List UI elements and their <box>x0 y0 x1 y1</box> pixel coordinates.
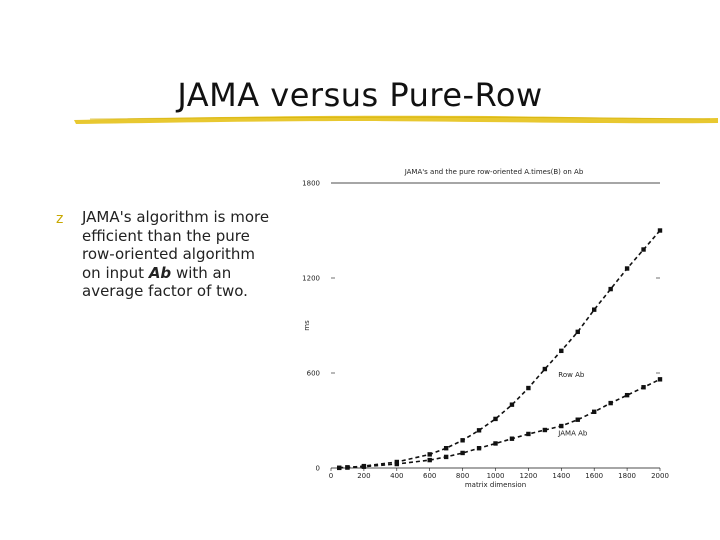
data-point <box>592 307 597 312</box>
data-point <box>427 452 432 457</box>
data-point <box>657 377 663 382</box>
data-point <box>526 431 531 437</box>
data-point <box>345 465 350 470</box>
data-point <box>509 402 515 407</box>
y-tick-label: 1800 <box>302 180 320 188</box>
bullet-text-after: with an average factor of two. <box>82 263 248 301</box>
data-point <box>542 427 548 433</box>
data-point <box>608 400 613 406</box>
x-tick-label: 1200 <box>519 472 537 480</box>
slide-title: JAMA versus Pure-Row <box>177 76 543 114</box>
data-point <box>427 457 432 463</box>
data-point <box>542 366 548 372</box>
y-tick-label: 1200 <box>302 275 320 283</box>
series-label: JAMA Ab <box>557 430 588 438</box>
data-point <box>575 329 580 335</box>
x-tick-label: 200 <box>357 472 370 480</box>
data-point <box>394 461 399 467</box>
x-tick-label: 2000 <box>651 472 669 480</box>
x-tick-label: 800 <box>456 472 469 480</box>
x-tick-label: 400 <box>390 472 403 480</box>
data-point <box>608 286 613 292</box>
x-tick-label: 1000 <box>487 472 505 480</box>
data-point <box>559 423 564 429</box>
data-point <box>460 438 465 443</box>
data-point <box>624 392 630 398</box>
data-point <box>575 417 580 422</box>
series-line <box>339 229 661 469</box>
data-point <box>493 441 498 446</box>
data-point <box>657 228 663 233</box>
chart: 0 200 400 600 800 1000 1200 1400 1600 1800 2000 0 60… <box>278 155 704 500</box>
data-point <box>641 385 646 390</box>
y-tick-label: 600 <box>307 370 320 378</box>
series-label: Row Ab <box>558 371 585 379</box>
y-axis-label: ms <box>303 320 311 331</box>
x-axis-label: matrix dimension <box>465 481 526 489</box>
x-tick-label: 1600 <box>585 472 603 480</box>
data-point <box>443 446 449 451</box>
x-tick-label: 600 <box>423 472 436 480</box>
series-line <box>339 378 661 469</box>
bullet-item: z JAMA's algorithm is more efficient tha… <box>56 208 276 301</box>
bullet-text-before: JAMA's algorithm is more efficient than … <box>82 208 270 282</box>
data-point <box>592 409 597 414</box>
data-point <box>476 446 482 451</box>
bullet-list: z JAMA's algorithm is more efficient tha… <box>56 208 276 301</box>
data-point <box>443 454 449 460</box>
data-point <box>493 416 498 422</box>
data-point <box>509 436 515 441</box>
data-point <box>526 385 531 391</box>
title-underline <box>74 115 718 124</box>
x-tick-label: 1800 <box>618 472 636 480</box>
bullet-text: JAMA's algorithm is more efficient than … <box>82 208 269 300</box>
data-point <box>641 247 646 252</box>
chart-title: JAMA's and the pure row-oriented A.times… <box>404 168 584 176</box>
data-point <box>624 266 630 271</box>
x-tick-label: 1400 <box>552 472 570 480</box>
line-chart: 0 200 400 600 800 1000 1200 1400 1600 1800 2000 0 60… <box>302 168 669 489</box>
data-point <box>361 464 367 469</box>
data-point <box>559 348 564 354</box>
data-point <box>337 465 342 471</box>
y-tick-label: 0 <box>316 465 320 473</box>
data-point <box>476 428 482 433</box>
data-point <box>460 450 465 456</box>
bullet-emphasis: Ab <box>148 263 172 282</box>
bullet-marker: z <box>56 211 64 227</box>
x-tick-label: 0 <box>329 472 333 480</box>
